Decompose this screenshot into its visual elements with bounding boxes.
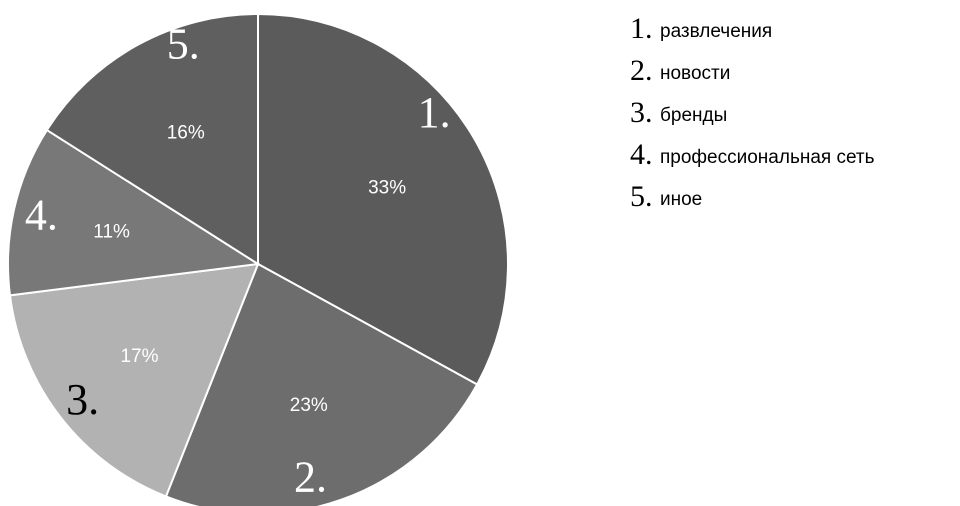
legend-item-number: 2. bbox=[630, 54, 653, 87]
legend-item-number: 1. bbox=[630, 12, 653, 45]
legend-item-number: 5. bbox=[630, 180, 653, 213]
slice-percent-label: 23% bbox=[290, 395, 328, 416]
slice-percent-label: 16% bbox=[167, 123, 205, 144]
pie-slice-4 bbox=[7, 128, 261, 297]
legend-item-label: профессиональная сеть bbox=[660, 147, 875, 168]
pie-slice-2 bbox=[164, 262, 479, 506]
legend-item-label: развлечения bbox=[660, 21, 772, 42]
slice-percent-label: 11% bbox=[93, 221, 130, 242]
slice-number-label: 4. bbox=[25, 191, 58, 240]
legend-item: 1. развлечения bbox=[630, 12, 772, 45]
legend-item: 2. новости bbox=[630, 54, 730, 87]
pie-slice-3 bbox=[8, 262, 260, 498]
slice-number-label: 5. bbox=[167, 19, 200, 68]
pie-slice-5 bbox=[45, 12, 259, 266]
pie-labels: 33% 1. 23% 2. 17% 3. 11% 4. 16% 5. bbox=[25, 19, 451, 501]
legend-item: 3. бренды bbox=[630, 96, 727, 129]
slice-percent-label: 17% bbox=[120, 346, 158, 367]
legend-item-number: 4. bbox=[630, 138, 653, 171]
slice-percent-label: 33% bbox=[368, 178, 406, 199]
legend: 1. развлечения 2. новости 3. бренды 4. професси… bbox=[630, 12, 875, 213]
legend-item: 4. профессиональная сеть bbox=[630, 138, 875, 171]
slice-number-label: 3. bbox=[66, 375, 99, 424]
pie-slices bbox=[7, 12, 509, 506]
legend-item: 5. иное bbox=[630, 180, 702, 213]
slice-number-label: 1. bbox=[418, 88, 451, 137]
pie-slice-1 bbox=[257, 12, 509, 386]
legend-item-number: 3. bbox=[630, 96, 653, 129]
slice-number-label: 2. bbox=[294, 453, 327, 502]
legend-item-label: бренды bbox=[660, 105, 727, 126]
legend-item-label: новости bbox=[660, 63, 730, 84]
legend-item-label: иное bbox=[660, 189, 702, 210]
